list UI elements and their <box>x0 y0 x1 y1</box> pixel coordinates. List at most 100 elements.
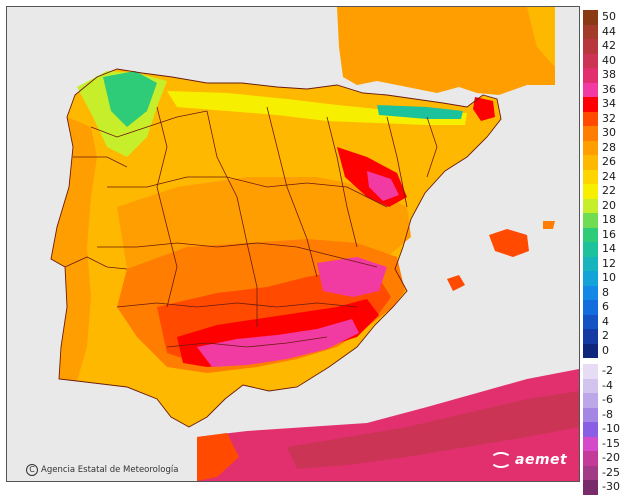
legend-label: 42 <box>602 39 616 52</box>
legend-entry: -2 <box>583 364 629 379</box>
hottest-zone <box>197 319 359 367</box>
legend-entry: 42 <box>583 39 629 54</box>
legend-swatch <box>583 198 598 213</box>
legend-label: 0 <box>602 343 609 357</box>
legend-entry: 24 <box>583 169 629 184</box>
catalonia-hot-spot <box>473 97 495 121</box>
map-canvas <box>7 7 579 481</box>
legend-label: 30 <box>602 126 616 139</box>
legend-label: 6 <box>602 300 609 313</box>
legend-label: 36 <box>602 82 616 96</box>
legend-entry: 12 <box>583 256 629 271</box>
cantabrian-mountain-zone <box>103 71 157 127</box>
legend-label: 50 <box>602 10 616 23</box>
legend-entry: 50 <box>583 10 629 25</box>
legend-swatch <box>583 465 598 480</box>
legend-entry: 0 <box>583 343 629 358</box>
legend-label: -15 <box>602 436 620 450</box>
legend-label: 44 <box>602 24 616 38</box>
legend-label: 34 <box>602 97 616 110</box>
murcia-hot-zone <box>317 257 387 297</box>
legend-swatch <box>583 227 598 242</box>
legend-swatch <box>583 314 598 329</box>
legend-swatch <box>583 422 598 437</box>
legend-label: 24 <box>602 169 616 183</box>
legend-swatch <box>583 140 598 155</box>
legend-swatch <box>583 451 598 466</box>
legend-swatch <box>583 343 598 358</box>
legend-entry: 4 <box>583 314 629 329</box>
legend-label: -2 <box>602 364 613 377</box>
legend-entry: -20 <box>583 451 629 466</box>
legend-label: 26 <box>602 155 616 168</box>
legend-entry: -6 <box>583 393 629 408</box>
france-east-land <box>527 7 555 67</box>
legend-entry: -8 <box>583 407 629 422</box>
legend-label: 38 <box>602 68 616 81</box>
legend-label: -8 <box>602 407 613 421</box>
legend-swatch <box>583 111 598 126</box>
legend-swatch <box>583 169 598 184</box>
legend-swatch <box>583 480 598 495</box>
menorca-island <box>543 221 555 229</box>
legend-label: 22 <box>602 184 616 197</box>
legend-swatch <box>583 393 598 408</box>
legend-swatch <box>583 82 598 97</box>
legend-label: 20 <box>602 198 616 212</box>
copyright-icon: C <box>26 464 38 476</box>
aemet-logo: aemet <box>490 452 567 468</box>
legend-label: 4 <box>602 314 609 328</box>
legend-swatch <box>583 329 598 344</box>
legend-entry: 34 <box>583 97 629 112</box>
morocco-coast-zone <box>197 433 239 481</box>
legend-swatch <box>583 213 598 228</box>
legend-entry: 2 <box>583 329 629 344</box>
agency-credit: C Agencia Estatal de Meteorología <box>26 464 178 476</box>
legend-entry: 16 <box>583 227 629 242</box>
legend-label: -25 <box>602 465 620 479</box>
legend-swatch <box>583 436 598 451</box>
legend-entry: 40 <box>583 53 629 68</box>
legend-swatch <box>583 407 598 422</box>
legend-swatch <box>583 97 598 112</box>
legend-entry: -4 <box>583 378 629 393</box>
legend-swatch <box>583 242 598 257</box>
legend-entry: 26 <box>583 155 629 170</box>
legend-entry: 18 <box>583 213 629 228</box>
legend-label: -30 <box>602 480 620 493</box>
legend-entry: 10 <box>583 271 629 286</box>
legend-label: 12 <box>602 256 616 270</box>
legend-entry: -10 <box>583 422 629 437</box>
legend-swatch <box>583 256 598 271</box>
ebro-hottest-zone <box>367 171 399 201</box>
legend-swatch <box>583 155 598 170</box>
legend-swatch <box>583 378 598 393</box>
legend-entry: 36 <box>583 82 629 97</box>
legend-entry: 32 <box>583 111 629 126</box>
legend-entry: 6 <box>583 300 629 315</box>
legend-label: -6 <box>602 393 613 406</box>
agency-name: Agencia Estatal de Meteorología <box>41 465 179 475</box>
legend-swatch <box>583 24 598 39</box>
legend-entry: 14 <box>583 242 629 257</box>
legend-label: -20 <box>602 451 620 464</box>
legend-swatch <box>583 39 598 54</box>
legend-entry: -15 <box>583 436 629 451</box>
legend-label: 40 <box>602 53 616 67</box>
atlas-zone <box>287 391 579 469</box>
legend-label: 16 <box>602 227 616 241</box>
temperature-map[interactable] <box>6 6 580 482</box>
legend-label: 8 <box>602 285 609 299</box>
legend-label: 18 <box>602 213 616 226</box>
legend-swatch <box>583 184 598 199</box>
legend-label: 2 <box>602 329 609 342</box>
legend-swatch <box>583 285 598 300</box>
legend-swatch <box>583 271 598 286</box>
france-land <box>337 7 555 95</box>
temperature-legend: 50 44 42 40 38 36 34 32 30 28 26 24 22 20 18 16 14 12 10 8 6… <box>583 10 629 495</box>
province-borders <box>64 106 438 348</box>
legend-label: 28 <box>602 140 616 154</box>
aemet-logo-text: aemet <box>515 452 568 468</box>
legend-swatch <box>583 364 598 379</box>
legend-entry: -30 <box>583 480 629 495</box>
